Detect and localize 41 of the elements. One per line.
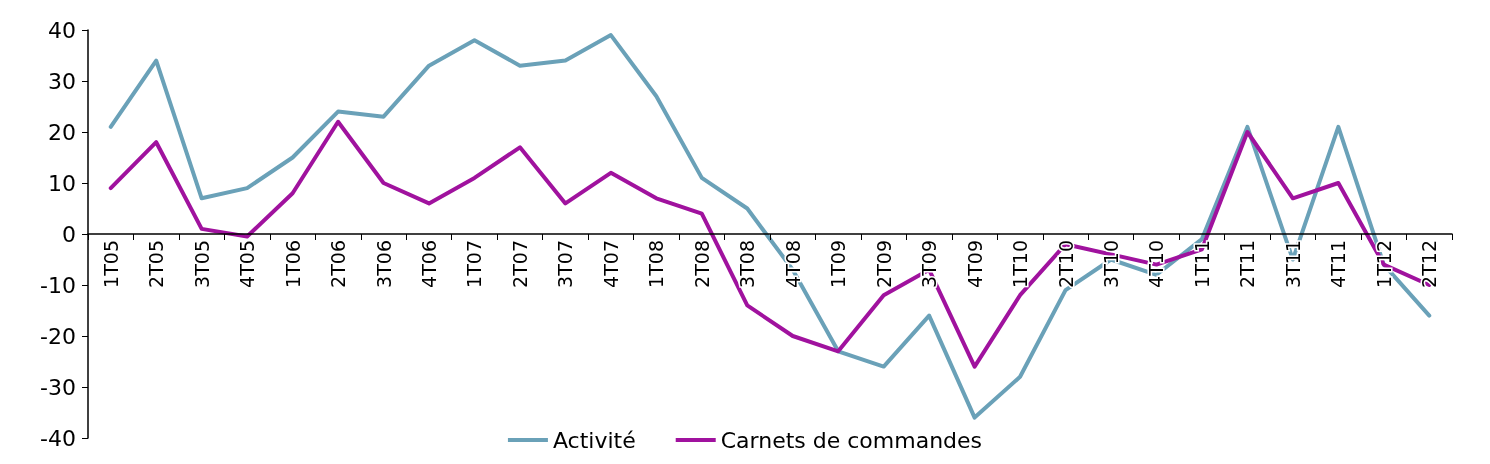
x-tick-label: 4T07 — [599, 240, 622, 288]
legend-label: Activité — [552, 427, 636, 453]
y-tick-label: 30 — [48, 68, 76, 94]
y-tick-label: 0 — [62, 221, 76, 247]
x-tick-label: 4T06 — [418, 240, 440, 288]
x-tick-label: 4T11 — [1327, 240, 1350, 288]
x-tick-label: 1T08 — [645, 240, 668, 288]
x-tick-label: 2T05 — [145, 240, 168, 288]
x-tick-label: 1T11 — [1190, 240, 1213, 288]
x-tick-label: 3T06 — [372, 240, 395, 288]
x-tick-label: 2T09 — [872, 240, 895, 288]
x-tick-label: 4T09 — [963, 240, 986, 288]
x-tick-label: 1T09 — [827, 240, 850, 288]
x-tick-label: 3T08 — [736, 240, 759, 288]
x-tick-label: 4T05 — [236, 240, 259, 288]
y-tick-label: -30 — [40, 374, 76, 400]
x-tick-label: 2T12 — [1418, 240, 1441, 288]
y-tick-label: -20 — [40, 323, 76, 349]
y-tick-label: -40 — [40, 425, 76, 451]
x-tick-label: 3T09 — [918, 240, 941, 288]
x-tick-label: 1T07 — [463, 240, 486, 288]
x-tick-label: 2T08 — [690, 240, 713, 288]
x-tick-label: 2T06 — [327, 240, 350, 288]
x-tick-label: 1T12 — [1372, 240, 1395, 288]
x-tick-label: 2T11 — [1236, 240, 1259, 288]
x-tick-label: 3T05 — [190, 240, 213, 288]
x-tick-label: 3T10 — [1100, 240, 1122, 288]
y-tick-label: 10 — [48, 170, 76, 196]
x-tick-label: 1T10 — [1009, 240, 1032, 288]
y-tick-label: 40 — [48, 17, 76, 43]
x-tick-label: 1T05 — [99, 240, 122, 288]
x-tick-label: 2T10 — [1054, 240, 1077, 288]
x-tick-label: 1T06 — [281, 240, 304, 288]
y-tick-label: -10 — [40, 272, 76, 298]
x-tick-label: 3T11 — [1281, 240, 1304, 288]
x-tick-label: 3T07 — [554, 240, 577, 288]
x-tick-label: 4T08 — [781, 240, 804, 288]
x-tick-label: 4T10 — [1145, 240, 1168, 288]
y-tick-label: 20 — [48, 119, 76, 145]
x-tick-label: 2T07 — [508, 240, 531, 288]
legend-label: Carnets de commandes — [720, 427, 983, 453]
